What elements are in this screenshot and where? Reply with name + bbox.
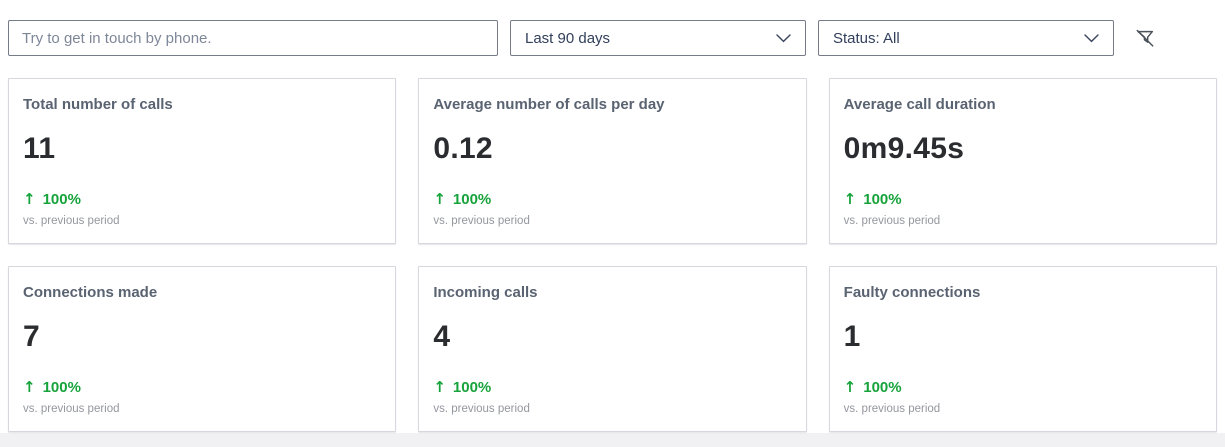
trend-value: 100% xyxy=(452,190,492,208)
filter-off-icon xyxy=(1136,29,1154,47)
card-value: 0.12 xyxy=(433,132,493,165)
trend-indicator: ↑ 100% xyxy=(433,190,791,208)
card-caption: vs. previous period xyxy=(433,215,530,227)
trend-value: 100% xyxy=(863,378,902,396)
trend-up-arrow-icon: ↑ xyxy=(23,378,36,396)
trend-value: 100% xyxy=(452,378,492,396)
chevron-down-icon xyxy=(1084,33,1099,42)
card-caption: vs. previous period xyxy=(23,215,120,227)
trend-up-arrow-icon: ↑ xyxy=(433,190,446,208)
clear-filters-button[interactable] xyxy=(1132,25,1158,51)
card-value: 11 xyxy=(23,132,56,165)
card-title: Faulty connections xyxy=(843,284,981,301)
card-title: Incoming calls xyxy=(433,284,538,301)
card-caption: vs. previous period xyxy=(843,403,941,415)
trend-up-arrow-icon: ↑ xyxy=(433,378,446,396)
trend-indicator: ↑ 100% xyxy=(23,378,381,396)
card-caption: vs. previous period xyxy=(23,403,120,415)
stat-card-incoming-calls: Incoming calls 4 ↑ 100% vs. previous per… xyxy=(418,266,807,432)
card-title: Average call duration xyxy=(843,96,996,113)
stat-card-connections-made: Connections made 7 ↑ 100% vs. previous p… xyxy=(8,266,397,432)
trend-indicator: ↑ 100% xyxy=(433,378,791,396)
kpi-cards-grid: Total number of calls 11 ↑ 100% vs. prev… xyxy=(8,78,1217,432)
trend-indicator: ↑ 100% xyxy=(844,190,1202,208)
card-caption: vs. previous period xyxy=(433,403,530,415)
card-value: 0m9.45s xyxy=(843,132,965,165)
stat-card-faulty-connections: Faulty connections 1 ↑ 100% vs. previous… xyxy=(828,266,1217,432)
card-caption: vs. previous period xyxy=(843,215,941,227)
trend-value: 100% xyxy=(42,378,81,396)
card-title: Average number of calls per day xyxy=(433,96,665,113)
trend-indicator: ↑ 100% xyxy=(844,378,1202,396)
trend-indicator: ↑ 100% xyxy=(23,190,381,208)
card-title: Total number of calls xyxy=(23,96,173,113)
card-value: 1 xyxy=(843,320,861,353)
filters-toolbar: Last 90 days Status: All xyxy=(8,20,1217,56)
trend-up-arrow-icon: ↑ xyxy=(843,190,857,208)
card-title: Connections made xyxy=(23,284,158,301)
chevron-down-icon xyxy=(776,33,791,42)
stat-card-avg-call-duration: Average call duration 0m9.45s ↑ 100% vs.… xyxy=(828,78,1217,244)
search-input[interactable] xyxy=(8,20,498,56)
trend-value: 100% xyxy=(863,190,902,208)
period-select-value: Last 90 days xyxy=(525,29,611,47)
period-select[interactable]: Last 90 days xyxy=(510,20,806,56)
trend-up-arrow-icon: ↑ xyxy=(23,190,36,208)
card-value: 7 xyxy=(23,320,40,353)
status-select[interactable]: Status: All xyxy=(818,20,1114,56)
stat-card-avg-calls-per-day: Average number of calls per day 0.12 ↑ 1… xyxy=(418,78,807,244)
trend-value: 100% xyxy=(42,190,81,208)
status-select-value: Status: All xyxy=(833,29,900,47)
dashboard-panel: Last 90 days Status: All Total number of… xyxy=(0,0,1225,433)
card-value: 4 xyxy=(433,320,451,353)
stat-card-total-calls: Total number of calls 11 ↑ 100% vs. prev… xyxy=(8,78,397,244)
trend-up-arrow-icon: ↑ xyxy=(843,378,857,396)
